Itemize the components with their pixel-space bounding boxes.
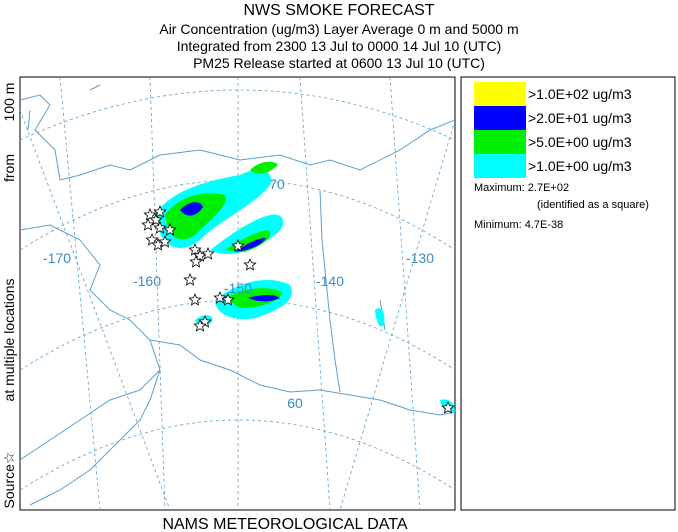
source-markers	[141, 204, 455, 414]
side-label-part: Source☆	[1, 452, 17, 509]
coastline	[27, 84, 386, 506]
coastline	[20, 94, 455, 181]
source-star	[213, 290, 227, 304]
meridian	[389, 77, 421, 510]
side-label-part: at multiple locations	[1, 279, 17, 402]
plume	[210, 214, 284, 255]
coastline	[149, 339, 455, 416]
source-star	[441, 400, 455, 414]
map-label: -130	[406, 250, 434, 266]
map-label: -150	[224, 280, 252, 296]
map-label: -160	[133, 273, 161, 289]
legend-swatch	[474, 82, 526, 106]
source-star	[221, 292, 235, 306]
meridian	[20, 109, 171, 510]
source-star	[189, 254, 203, 268]
meridian	[149, 77, 166, 510]
latitude-line	[20, 179, 455, 251]
latitude-line	[20, 419, 455, 491]
source-star	[163, 222, 177, 236]
source-star	[153, 220, 167, 234]
coastline	[39, 369, 161, 501]
source-star	[243, 257, 257, 271]
plume	[180, 202, 203, 216]
meridian	[59, 77, 101, 510]
plume	[248, 295, 280, 302]
source-star	[158, 234, 172, 248]
map-label: 60	[287, 395, 303, 411]
source-star	[231, 238, 245, 252]
footer: NAMS METEOROLOGICAL DATA	[162, 516, 407, 532]
source-star	[141, 217, 155, 231]
maximum-note: (identified as a square)	[537, 199, 649, 211]
legend-swatch	[474, 154, 526, 178]
plume	[375, 308, 385, 327]
legend: >1.0E+02 ug/m3 >2.0E+01 ug/m3 >5.0E+00 ug/…	[474, 82, 632, 178]
legend-label: >1.0E+00 ug/m3	[528, 158, 632, 174]
source-star	[201, 246, 215, 260]
map-label: -140	[316, 273, 344, 289]
plume	[235, 238, 266, 252]
side-label-part: from	[1, 154, 17, 182]
source-star	[153, 204, 167, 218]
map: -170 -160 -150 -140 -130 70 60	[20, 77, 455, 510]
title: NWS SMOKE FORECAST	[243, 2, 434, 19]
minimum: Minimum: 4.7E-38	[474, 219, 563, 231]
source-star	[188, 242, 202, 256]
header-line: Integrated from 2300 13 Jul to 0000 14 J…	[177, 38, 502, 54]
legend-label: >1.0E+02 ug/m3	[528, 86, 632, 102]
header-line: PM25 Release started at 0600 13 Jul 10 (…	[193, 55, 485, 71]
meridian	[339, 119, 455, 510]
border	[319, 189, 341, 393]
plume	[165, 193, 226, 240]
coastline	[20, 224, 161, 461]
side-label-part: 100 m	[1, 83, 17, 122]
side-label: Source☆ at multiple locations from 100 m	[1, 83, 17, 509]
latitude-line	[20, 89, 455, 141]
maximum: Maximum: 2.7E+02	[474, 182, 569, 194]
latitude-line	[20, 299, 455, 371]
source-star	[188, 292, 202, 306]
map-label: -170	[43, 250, 71, 266]
legend-label: >5.0E+00 ug/m3	[528, 134, 632, 150]
legend-swatch	[474, 106, 526, 130]
map-label: 70	[269, 176, 285, 192]
meridian	[299, 77, 331, 510]
source-star	[193, 318, 207, 332]
source-star	[183, 272, 197, 286]
plume	[250, 161, 278, 174]
source-star	[145, 232, 159, 246]
legend-label: >2.0E+01 ug/m3	[528, 110, 632, 126]
source-star	[149, 212, 163, 226]
source-star	[143, 207, 157, 221]
legend-swatch	[474, 130, 526, 154]
header-line: Air Concentration (ug/m3) Layer Average …	[159, 21, 518, 37]
